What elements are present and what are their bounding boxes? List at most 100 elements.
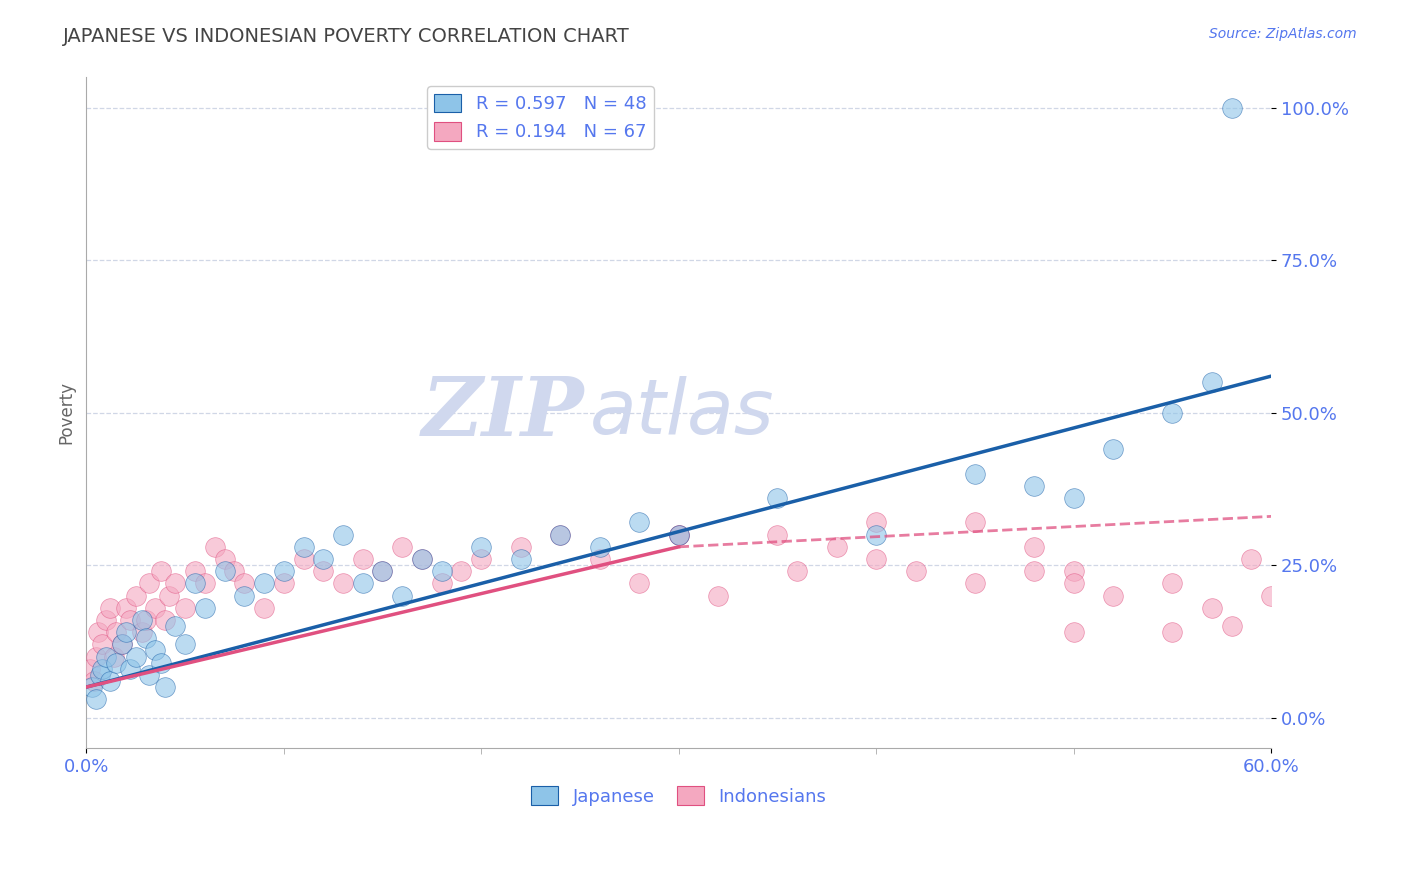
Point [98,600,121,615]
Point [1201,376,1223,390]
Text: Source: ZipAtlas.com: Source: ZipAtlas.com [1209,27,1357,41]
Point [589,540,612,554]
Point [273,564,295,578]
Point [1102,589,1125,603]
Point [194,600,217,615]
Point [668,527,690,541]
Point [233,576,256,591]
Point [94,649,117,664]
Point [352,576,374,591]
Point [1260,589,1282,603]
Point [1240,552,1263,566]
Point [352,552,374,566]
Text: JAPANESE VS INDONESIAN POVERTY CORRELATION CHART: JAPANESE VS INDONESIAN POVERTY CORRELATI… [63,27,630,45]
Point [135,613,157,627]
Point [865,552,887,566]
Point [214,564,236,578]
Point [273,576,295,591]
Point [150,656,173,670]
Text: atlas: atlas [591,376,775,450]
Point [131,613,153,627]
Point [1161,406,1184,420]
Point [1161,576,1184,591]
Point [963,467,986,481]
Point [114,625,136,640]
Point [450,564,472,578]
Point [312,552,335,566]
Point [707,589,730,603]
Point [124,649,146,664]
Point [1063,491,1085,505]
Point [104,625,127,640]
Point [174,600,197,615]
Point [150,564,173,578]
Point [98,673,121,688]
Point [84,649,107,664]
Point [124,589,146,603]
Point [411,552,433,566]
Point [904,564,927,578]
Point [548,527,571,541]
Point [104,656,127,670]
Point [1024,479,1046,493]
Point [1024,564,1046,578]
Point [233,589,256,603]
Point [292,552,315,566]
Point [111,637,134,651]
Point [135,632,157,646]
Point [184,564,207,578]
Point [1063,576,1085,591]
Point [131,625,153,640]
Point [111,637,134,651]
Point [825,540,848,554]
Point [194,576,217,591]
Point [1063,564,1085,578]
Point [214,552,236,566]
Point [204,540,226,554]
Point [103,649,125,664]
Point [430,564,453,578]
Text: ZIP: ZIP [422,373,583,453]
Point [332,527,354,541]
Point [94,613,117,627]
Point [963,516,986,530]
Point [253,600,276,615]
Point [509,540,531,554]
Point [371,564,394,578]
Point [865,527,887,541]
Point [548,527,571,541]
Point [332,576,354,591]
Point [786,564,808,578]
Point [589,552,612,566]
Point [253,576,276,591]
Point [91,637,114,651]
Point [1220,101,1243,115]
Point [628,576,651,591]
Point [165,576,187,591]
Point [82,680,104,694]
Point [145,643,167,657]
Point [865,516,887,530]
Point [470,552,492,566]
Point [1063,625,1085,640]
Point [963,576,986,591]
Point [766,491,789,505]
Point [165,619,187,633]
Point [114,600,136,615]
Point [391,540,413,554]
Point [91,662,114,676]
Point [509,552,531,566]
Point [411,552,433,566]
Point [1024,540,1046,554]
Point [470,540,492,554]
Point [668,527,690,541]
Point [430,576,453,591]
Point [1161,625,1184,640]
Point [155,680,177,694]
Point [87,625,110,640]
Point [628,516,651,530]
Point [79,662,101,676]
Point [224,564,246,578]
Point [118,613,141,627]
Point [138,668,160,682]
